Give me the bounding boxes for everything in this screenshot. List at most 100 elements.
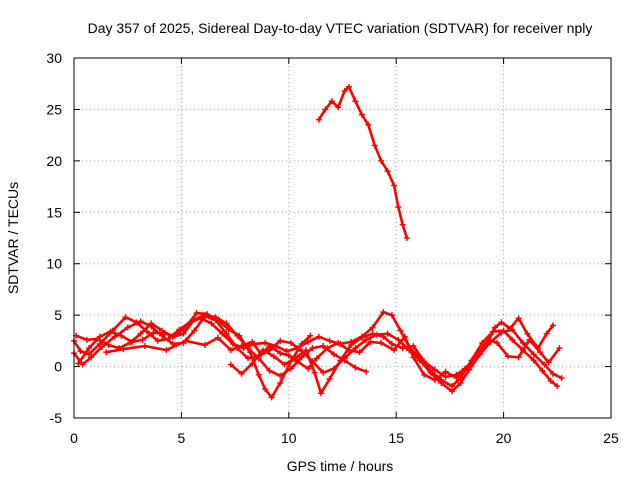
data-point (367, 338, 374, 345)
data-point (378, 339, 385, 346)
data-point (318, 390, 325, 397)
series-line (104, 335, 561, 382)
data-point (341, 87, 348, 94)
data-point (363, 336, 370, 343)
data-point (148, 320, 155, 327)
data-point (244, 355, 251, 362)
data-point (98, 344, 105, 351)
data-point (193, 310, 200, 317)
data-point (161, 330, 168, 337)
data-point (479, 339, 486, 346)
data-point (214, 334, 221, 341)
y-axis-label: SDTVAR / TECUs (5, 182, 21, 294)
data-point (421, 371, 428, 378)
data-point (270, 353, 277, 360)
x-tick-label: 25 (603, 430, 619, 446)
series-s7 (315, 83, 410, 241)
data-point (335, 104, 342, 111)
data-point (524, 330, 531, 337)
data-point (277, 380, 284, 387)
data-point (302, 347, 309, 354)
data-point (537, 349, 544, 356)
series-s4 (75, 310, 314, 401)
data-point (335, 339, 342, 346)
data-point (545, 359, 552, 366)
series-line (229, 316, 555, 395)
data-point (294, 358, 301, 365)
data-point (403, 235, 410, 241)
data-point (410, 354, 417, 361)
data-point (238, 343, 245, 349)
data-point (154, 337, 161, 344)
data-point (498, 319, 505, 326)
y-tick-label: 0 (54, 359, 62, 375)
data-point (120, 346, 127, 353)
series-line (72, 310, 559, 388)
data-point (180, 330, 187, 337)
data-point (358, 334, 365, 341)
data-point (504, 353, 511, 360)
data-point (227, 347, 234, 354)
axis-ticks: 0 5 10 15 20 25 -5 0 5 10 15 20 25 30 (46, 50, 619, 446)
data-point (103, 349, 110, 356)
series-line (317, 85, 409, 240)
data-point (315, 333, 322, 340)
data-point (369, 324, 376, 331)
data-point (320, 369, 327, 376)
data-point (515, 315, 522, 322)
data-point (395, 336, 402, 343)
data-point (262, 386, 269, 393)
data-point (309, 345, 316, 352)
data-point (202, 341, 209, 348)
data-point (298, 340, 305, 347)
data-point (399, 345, 406, 352)
x-tick-label: 20 (496, 430, 512, 446)
data-series-layer (71, 83, 565, 401)
data-point (277, 350, 284, 357)
data-point (204, 311, 211, 318)
data-point (449, 388, 456, 395)
y-tick-label: 15 (46, 204, 62, 220)
data-point (547, 377, 554, 384)
data-point (388, 340, 395, 347)
data-point (345, 83, 352, 90)
data-point (182, 337, 189, 344)
data-point (214, 317, 221, 324)
data-point (431, 376, 438, 383)
data-point (277, 372, 284, 379)
data-point (356, 349, 363, 356)
series-line (74, 313, 368, 378)
data-point (287, 365, 294, 372)
data-point (247, 349, 254, 356)
data-point (313, 355, 320, 362)
data-point (225, 326, 232, 333)
data-point (285, 352, 292, 359)
data-point (257, 351, 264, 358)
data-point (507, 325, 514, 332)
data-point (141, 343, 148, 349)
y-tick-label: -5 (50, 410, 63, 426)
data-point (348, 341, 355, 348)
data-point (530, 357, 537, 364)
data-point (541, 361, 548, 368)
data-point (494, 339, 501, 346)
data-point (262, 339, 269, 346)
data-point (421, 358, 428, 365)
data-point (86, 351, 93, 358)
data-point (352, 98, 359, 105)
data-point (128, 338, 135, 345)
data-point (397, 327, 404, 334)
data-point (326, 337, 333, 344)
chart-title: Day 357 of 2025, Sidereal Day-to-day VTE… (88, 20, 593, 36)
data-point (281, 361, 288, 368)
data-point (352, 364, 359, 371)
data-point (526, 336, 533, 343)
data-point (550, 322, 557, 329)
data-point (311, 369, 318, 376)
data-point (543, 330, 550, 337)
data-point (330, 351, 337, 358)
data-point (519, 339, 526, 346)
data-point (307, 332, 314, 339)
data-point (124, 324, 131, 331)
data-point (75, 360, 82, 367)
